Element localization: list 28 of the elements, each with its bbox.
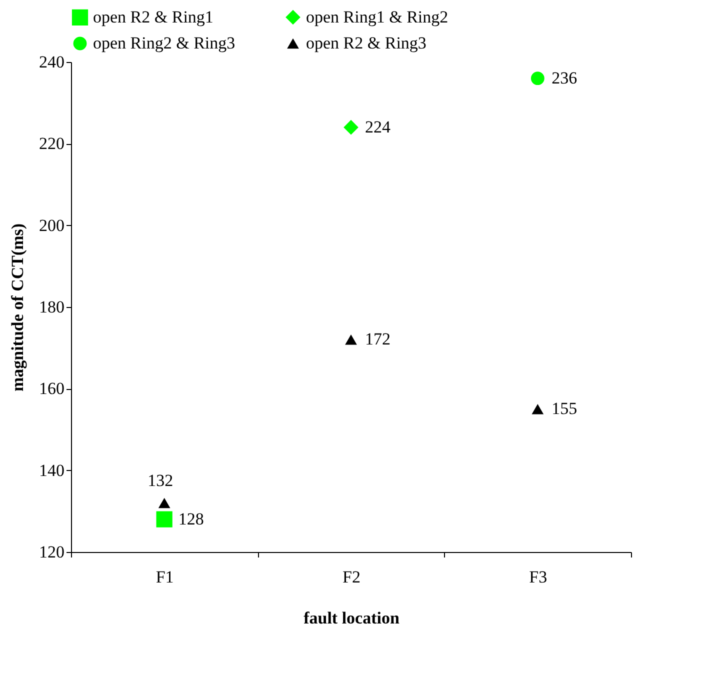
data-label: 172 <box>365 330 390 349</box>
legend-label: open Ring1 & Ring2 <box>306 7 448 26</box>
data-label: 224 <box>365 117 391 136</box>
point <box>344 120 358 135</box>
data-label: 236 <box>552 68 578 88</box>
x-tick-label: F1 <box>156 568 174 586</box>
point <box>530 72 544 86</box>
y-tick-label: 140 <box>39 460 64 480</box>
y-tick-label: 180 <box>39 298 64 316</box>
legend-label: open R2 & Ring1 <box>93 7 214 26</box>
x-tick-label: F2 <box>342 568 360 586</box>
point <box>158 498 170 508</box>
data-label: 132 <box>148 471 174 490</box>
y-axis-title: magnitude of CCT(ms) <box>8 223 27 392</box>
x-tick-label: F3 <box>529 568 548 586</box>
y-tick-label: 120 <box>39 542 64 562</box>
data-label: 155 <box>552 399 578 418</box>
y-tick-label: 200 <box>39 216 64 235</box>
point <box>532 404 544 414</box>
x-axis-title: fault location <box>304 608 400 628</box>
legend-label: open Ring2 & Ring3 <box>93 34 236 52</box>
y-tick-label: 160 <box>39 379 64 398</box>
legend-label: open R2 & Ring3 <box>306 34 426 52</box>
y-tick-label: 220 <box>39 134 64 154</box>
y-tick-label: 240 <box>39 52 64 72</box>
point <box>156 511 172 528</box>
data-label: 128 <box>178 509 204 528</box>
point <box>345 334 357 345</box>
